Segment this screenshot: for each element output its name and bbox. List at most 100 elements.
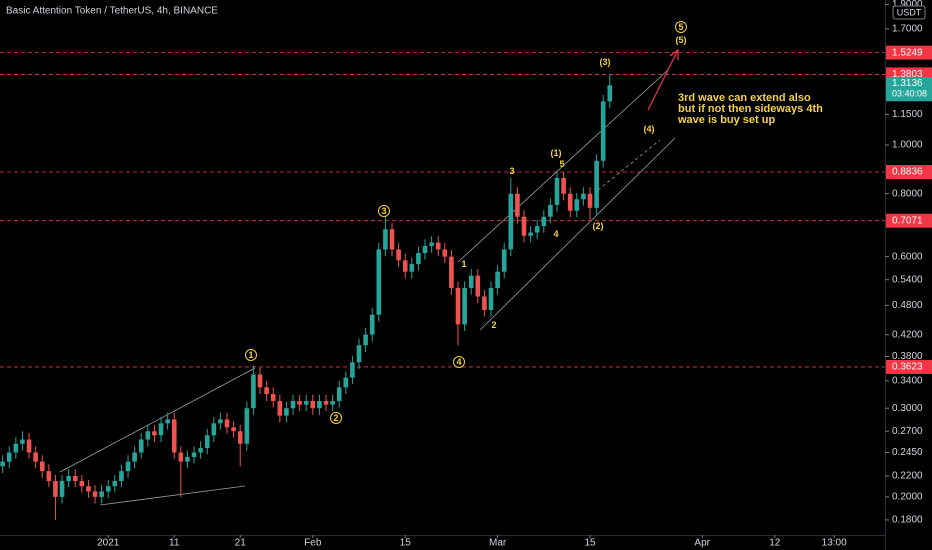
currency-label: USDT [897,7,922,17]
candle-body [191,452,197,458]
candle-body [66,476,71,482]
candle-body [6,452,12,462]
candle-body [429,242,434,246]
candle-body [548,204,553,217]
candle-body [112,481,118,487]
price-label: 1.3136 [892,78,923,89]
y-tick-label: 0.6000 [892,251,923,262]
level-label-box [886,164,932,179]
candle-body [383,229,388,250]
note-line: 3rd wave can extend also [678,92,811,104]
candle-body [594,160,599,208]
note-line: but if not then sideways 4th [678,103,823,115]
candle-body [356,345,362,363]
candle-body [369,314,375,335]
channel-mid [597,139,661,191]
candle-body [495,271,500,288]
candle-body [39,461,45,472]
wave-label: (5) [676,35,687,45]
candle-body [138,439,144,453]
price-label-box [886,77,932,102]
candle-body [541,216,547,227]
candle-body [449,256,454,288]
y-tick-label: 0.2450 [892,447,923,458]
candle-body [389,229,395,250]
candle-body [350,362,355,378]
candle-body [554,177,560,205]
candle-body [92,491,98,497]
wave-label: 3 [381,206,386,216]
candle-body [409,264,415,272]
x-tick-label: 15 [400,538,412,549]
candle-body [72,476,78,482]
candle-body [561,177,566,194]
wave-circle [675,21,687,33]
candle-body [145,431,151,440]
wave-circle [330,412,342,424]
wave-circle [453,356,465,368]
candle-body [534,226,540,233]
candle-body [317,401,322,409]
candle-body [171,419,177,453]
channel-line [457,69,669,263]
trend-line [59,367,256,473]
candle-body [310,401,316,409]
candle-body [587,193,593,208]
candle-body [363,334,368,346]
wave-circle [378,205,390,217]
wave-label: 3 [509,166,514,176]
y-tick-label: 0.2700 [892,426,923,437]
candle-body [86,486,91,492]
wave-label: 4 [456,357,461,367]
candle-body [59,481,65,497]
wave-label: 1 [461,259,466,269]
candle-body [475,275,481,297]
candle-body [501,249,507,272]
candle-body [277,401,283,416]
candle-body [224,419,230,428]
y-tick-label: 0.4800 [892,300,923,311]
candle-body [607,85,613,102]
candle-body [528,232,533,236]
candle-body [581,193,586,200]
candle-body [132,452,137,462]
candle-body [297,401,302,405]
wave-label: 5 [678,22,683,32]
candle-body [482,296,487,311]
level-label-box [886,213,932,228]
candle-body [574,199,580,211]
channel-line [479,137,676,331]
candle-body [178,452,184,462]
candle-body [462,287,467,325]
chart-title: Basic Attention Token / TetherUS, 4h, BI… [6,6,218,17]
candle-body [251,374,256,409]
candle-body [105,486,111,492]
note-line: wave is buy set up [677,114,775,126]
y-tick-label: 0.4200 [892,329,923,340]
candle-body [402,260,408,272]
candle-body [257,374,263,388]
arrow-head [669,48,679,60]
trend-line [99,485,246,506]
y-tick-label: 0.3800 [892,351,923,362]
x-tick-label: 13:00 [822,538,847,549]
x-tick-label: 21 [235,538,247,549]
candle-body [435,242,441,250]
x-tick-label: 11 [169,538,180,549]
candle-body [336,387,342,402]
y-tick-label: 0.2200 [892,471,923,482]
x-tick-label: 12 [769,538,781,549]
wave-label: (1) [551,148,562,158]
candle-body [13,443,19,453]
candle-body [119,471,124,482]
candle-body [264,387,269,395]
x-tick-label: Feb [304,538,322,549]
wave-circle [245,349,257,361]
candle-body [515,193,520,217]
countdown-label: 03:40:08 [892,89,927,99]
level-label: 1.5249 [892,47,923,58]
candle-body [270,394,276,402]
y-tick-label: 0.3000 [892,403,923,414]
